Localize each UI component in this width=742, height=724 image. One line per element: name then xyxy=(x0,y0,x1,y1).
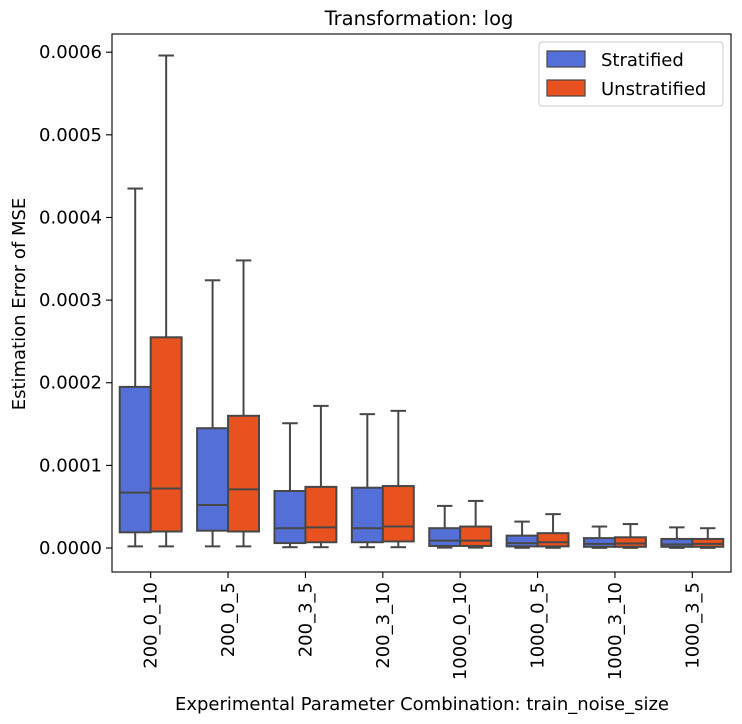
box xyxy=(691,537,725,548)
x-tick-label: 1000_3_5 xyxy=(682,582,703,669)
box xyxy=(304,485,338,544)
y-tick-label: 0.0006 xyxy=(39,42,102,63)
x-tick-label: 1000_3_10 xyxy=(605,582,626,680)
plot-area xyxy=(111,33,732,573)
x-tick-label: 1000_0_5 xyxy=(528,582,549,669)
x-tick-label: 200_3_10 xyxy=(373,582,394,669)
box xyxy=(428,527,462,547)
box xyxy=(381,485,415,543)
x-axis: 200_0_10 200_0_5 200_3_5 200_3_10 1000_0_10 1… xyxy=(141,572,703,680)
box xyxy=(459,525,493,547)
legend-swatch xyxy=(546,50,586,68)
legend: Stratified Unstratified xyxy=(538,41,724,107)
y-tick-label: 0.0004 xyxy=(39,207,102,228)
box xyxy=(582,537,616,548)
box xyxy=(613,536,647,548)
legend-entry: Unstratified xyxy=(601,79,706,100)
x-tick-label: 1000_0_10 xyxy=(450,582,471,680)
box xyxy=(227,414,261,533)
legend-swatch xyxy=(546,79,586,97)
box xyxy=(536,532,570,548)
box xyxy=(118,385,152,534)
box xyxy=(505,534,539,548)
y-tick-label: 0.0000 xyxy=(39,538,102,559)
y-axis: 0.0000 0.0001 0.0002 0.0003 0.0004 0.0005 0.00… xyxy=(39,42,112,559)
legend-entry: Stratified xyxy=(601,50,684,71)
x-tick-label: 200_3_5 xyxy=(295,582,316,657)
x-tick-label: 200_0_5 xyxy=(218,582,239,657)
x-tick-label: 200_0_10 xyxy=(141,582,162,669)
box xyxy=(149,336,183,533)
y-tick-label: 0.0002 xyxy=(39,373,102,394)
y-tick-label: 0.0001 xyxy=(39,455,102,476)
y-tick-label: 0.0005 xyxy=(39,125,102,146)
box xyxy=(196,427,230,532)
box xyxy=(660,537,694,548)
box xyxy=(350,486,384,544)
y-axis-label: Estimation Error of MSE xyxy=(9,198,30,411)
chart-title: Transformation: log xyxy=(324,7,514,30)
plot-frame xyxy=(111,33,732,573)
x-axis-label: Experimental Parameter Combination: trai… xyxy=(175,694,669,715)
y-tick-label: 0.0003 xyxy=(39,290,102,311)
box xyxy=(273,490,307,545)
